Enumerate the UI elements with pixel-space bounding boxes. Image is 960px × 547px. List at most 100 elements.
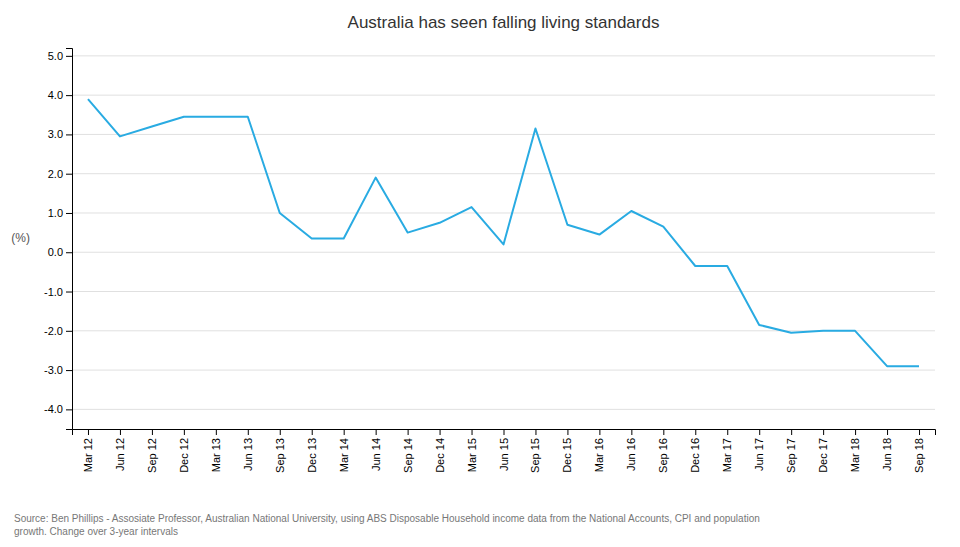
grid — [72, 56, 935, 410]
x-tick-mark — [663, 429, 664, 435]
grid-line — [72, 173, 935, 174]
line — [88, 99, 919, 366]
x-tick-label: Jun 18 — [881, 438, 893, 471]
x-tick: Jun 16 — [625, 429, 637, 471]
x-tick-label: Dec 14 — [434, 438, 446, 473]
x-tick-label: Mar 17 — [721, 438, 733, 472]
title: Australia has seen falling living standa… — [348, 13, 660, 32]
x-tick: Dec 12 — [178, 429, 190, 473]
x-tick-mark — [376, 429, 377, 435]
x-tick-label: Dec 12 — [178, 438, 190, 473]
y-tick-mark — [66, 370, 72, 371]
x-tick-mark — [567, 429, 568, 435]
y-tick: 4.0 — [48, 89, 72, 101]
x-tick-mark — [919, 429, 920, 435]
x-tick-mark — [887, 429, 888, 435]
x-tick: Sep 16 — [657, 429, 669, 473]
x-tick: Sep 12 — [146, 429, 158, 473]
y-tick-mark — [66, 292, 72, 293]
grid-line — [72, 55, 935, 56]
y-tick: -2.0 — [44, 325, 72, 337]
x-tick-mark — [631, 429, 632, 435]
x-tick: Mar 18 — [849, 429, 861, 472]
y-tick: -1.0 — [44, 286, 72, 298]
x-tick-mark — [120, 429, 121, 435]
y-tick-label: 2.0 — [48, 168, 63, 180]
y-tick: 0.0 — [48, 246, 72, 258]
x-tick-mark — [472, 429, 473, 435]
x-tick-label: Mar 16 — [593, 438, 605, 472]
y-tick-mark — [66, 56, 72, 57]
x-tick-label: Dec 15 — [561, 438, 573, 473]
y-tick: -3.0 — [44, 364, 72, 376]
grid-line — [72, 252, 935, 253]
x-tick-label: Jun 14 — [370, 438, 382, 471]
x-tick: Mar 15 — [466, 429, 478, 472]
x-tick-label: Dec 13 — [306, 438, 318, 473]
y-tick-label: 1.0 — [48, 207, 63, 219]
x-tick-label: Sep 13 — [274, 438, 286, 473]
x-tick-label: Dec 16 — [689, 438, 701, 473]
y-tick-mark — [66, 409, 72, 410]
y-axis-title: (%) — [11, 231, 30, 245]
y-tick-label: -4.0 — [44, 403, 63, 415]
x-tick: Jun 12 — [114, 429, 126, 471]
x-tick-label: Sep 17 — [785, 438, 797, 473]
x-tick-label: Mar 15 — [466, 438, 478, 472]
marks — [88, 99, 919, 366]
x-tick: Jun 14 — [370, 429, 382, 471]
x-tick: Jun 18 — [881, 429, 893, 471]
x-tick: Dec 17 — [817, 429, 829, 473]
x-tick: Sep 13 — [274, 429, 286, 473]
grid-line — [72, 409, 935, 410]
x-tick: Jun 13 — [242, 429, 254, 471]
x-tick: Mar 16 — [593, 429, 605, 472]
source-note: Source: Ben Phillips - Assosiate Profess… — [14, 513, 760, 537]
y-tick-mark — [66, 331, 72, 332]
x-tick-mark — [440, 429, 441, 435]
x-tick-mark — [152, 429, 153, 435]
x-tick-mark — [280, 429, 281, 435]
x-tick-label: Jun 16 — [625, 438, 637, 471]
x-axis: Mar 12Jun 12Sep 12Dec 12Mar 13Jun 13Sep … — [73, 429, 936, 473]
x-tick-mark — [344, 429, 345, 435]
x-tick-label: Jun 17 — [753, 438, 765, 471]
grid-line — [72, 95, 935, 96]
x-tick: Dec 14 — [434, 429, 446, 473]
grid-line — [72, 212, 935, 213]
y-tick-label: 3.0 — [48, 128, 63, 140]
x-tick: Mar 14 — [338, 429, 350, 472]
y-tick: 1.0 — [48, 207, 72, 219]
x-tick: Dec 16 — [689, 429, 701, 473]
y-tick: -4.0 — [44, 403, 72, 415]
y-tick-mark — [66, 174, 72, 175]
x-tick-mark — [312, 429, 313, 435]
x-tick-label: Jun 12 — [114, 438, 126, 471]
x-tick-label: Mar 14 — [338, 438, 350, 472]
x-tick-label: Sep 16 — [657, 438, 669, 473]
x-tick-mark — [216, 429, 217, 435]
x-tick-mark — [504, 429, 505, 435]
x-tick: Sep 14 — [402, 429, 414, 473]
y-tick: 2.0 — [48, 168, 72, 180]
x-tick-label: Sep 12 — [146, 438, 158, 473]
x-tick: Mar 17 — [721, 429, 733, 472]
grid-line — [72, 370, 935, 371]
y-tick-label: 4.0 — [48, 89, 63, 101]
x-tick: Dec 13 — [306, 429, 318, 473]
x-tick-label: Mar 13 — [210, 438, 222, 472]
y-tick-label: 0.0 — [48, 246, 63, 258]
x-tick-mark — [855, 429, 856, 435]
grid-line — [72, 291, 935, 292]
x-tick: Jun 15 — [498, 429, 510, 471]
y-tick-mark — [66, 213, 72, 214]
y-tick-label: -3.0 — [44, 364, 63, 376]
x-tick-mark — [759, 429, 760, 435]
y-tick-mark — [66, 252, 72, 253]
x-tick-mark — [727, 429, 728, 435]
x-tick-label: Jun 15 — [498, 438, 510, 471]
x-tick-label: Sep 18 — [913, 438, 925, 473]
y-tick-mark — [66, 134, 72, 135]
x-tick-mark — [184, 429, 185, 435]
x-tick: Mar 13 — [210, 429, 222, 472]
